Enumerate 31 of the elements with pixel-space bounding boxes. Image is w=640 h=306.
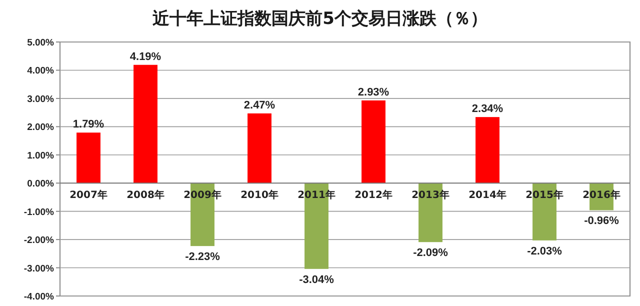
y-tick-label: -2.00% — [24, 235, 55, 246]
data-label: -2.03% — [527, 245, 562, 258]
data-label: 2.47% — [244, 99, 276, 112]
bar — [362, 100, 386, 184]
bar — [248, 113, 272, 184]
data-label: -2.23% — [185, 251, 220, 264]
x-tick-label: 2008年 — [126, 189, 164, 202]
x-tick-label: 2012年 — [354, 189, 392, 202]
data-label: 1.79% — [72, 118, 104, 131]
y-tick-label: 1.00% — [27, 150, 55, 162]
data-label: -3.04% — [299, 274, 334, 286]
data-label: 2.93% — [358, 86, 390, 98]
x-tick-label: 2007年 — [70, 189, 108, 202]
bar — [76, 132, 100, 184]
data-label: 2.34% — [472, 103, 504, 116]
data-label: 4.19% — [130, 50, 162, 63]
chart-title: 近十年上证指数国庆前5个交易日涨跌（％） — [152, 9, 488, 29]
y-tick-label: -3.00% — [24, 263, 55, 274]
y-tick-label: 4.00% — [27, 66, 55, 77]
y-tick-label: 0.00% — [27, 178, 55, 190]
bar — [476, 117, 500, 184]
bar — [134, 64, 158, 184]
y-tick-label: -4.00% — [24, 292, 55, 302]
y-tick-label: -1.00% — [24, 206, 55, 218]
data-label: -2.09% — [413, 247, 448, 260]
y-tick-label: 5.00% — [27, 38, 55, 48]
x-tick-label: 2010年 — [240, 189, 278, 202]
y-tick-label: 3.00% — [27, 94, 55, 105]
x-tick-label: 2014年 — [468, 189, 506, 202]
data-label: -0.96% — [584, 215, 620, 228]
y-tick-label: 2.00% — [27, 122, 55, 134]
